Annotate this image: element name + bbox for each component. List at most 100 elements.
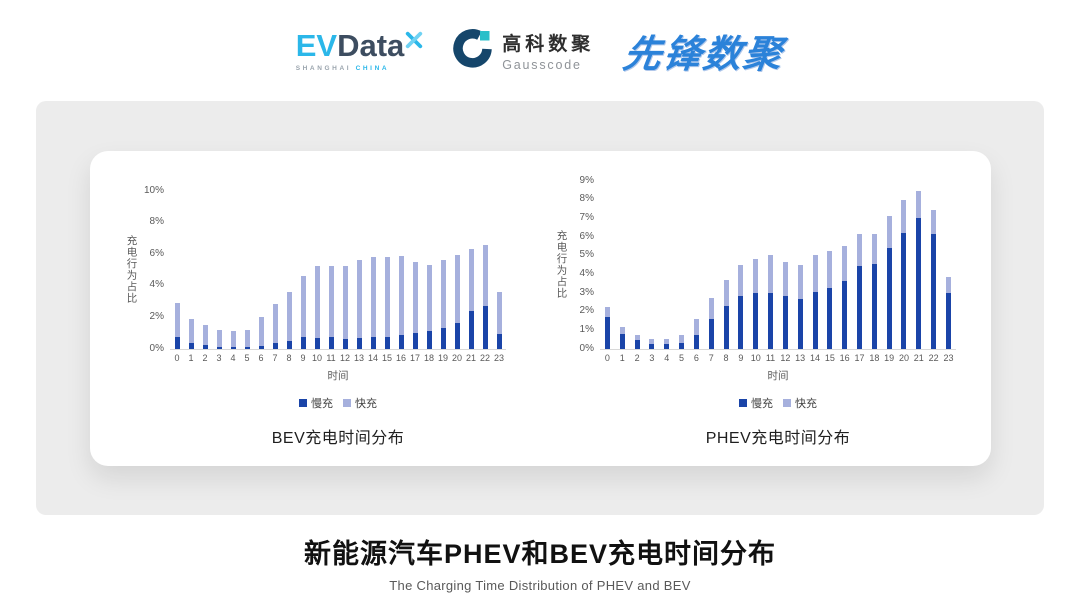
- gausscode-text: 高科数聚 Gausscode: [502, 29, 594, 72]
- bar-stack: [482, 245, 488, 349]
- bar-hour-13: [352, 191, 366, 349]
- y-tick-label: 7%: [579, 211, 594, 223]
- x-tick-label: 15: [824, 352, 835, 363]
- x-tick-label: 9: [738, 352, 744, 363]
- y-tick-label: 8%: [579, 193, 594, 205]
- bar-hour-5: [240, 191, 254, 349]
- bar-hour-7: [268, 191, 282, 349]
- bar-stack: [856, 233, 862, 349]
- slow-charge-segment: [856, 266, 862, 349]
- fast-charge-segment: [412, 262, 418, 333]
- x-tick-label: 21: [913, 352, 924, 363]
- bar-stack: [738, 264, 744, 349]
- y-tick-label: 6%: [579, 230, 594, 242]
- evdata-sub-china: CHINA: [355, 64, 390, 72]
- x-tick-label: 14: [810, 352, 821, 363]
- slow-charge-segment: [797, 299, 803, 349]
- fast-charge-segment: [768, 255, 774, 293]
- bar-stack: [945, 276, 951, 349]
- evdata-subtitle: SHANGHAI CHINA: [296, 65, 389, 72]
- bar-stack: [286, 291, 292, 349]
- x-tick-label: 10: [750, 352, 761, 363]
- bars-area: [600, 181, 956, 350]
- slow-charge-segment: [398, 335, 404, 349]
- legend: 慢充 快充: [170, 395, 506, 411]
- bar-hour-14: [808, 181, 823, 349]
- slow-legend-swatch-icon: [299, 398, 307, 407]
- fast-charge-segment: [482, 245, 488, 306]
- fast-charge-segment: [440, 260, 446, 328]
- bar-hour-0: [170, 191, 184, 349]
- bar-stack: [412, 262, 418, 349]
- fast-charge-segment: [384, 256, 390, 338]
- slow-charge-segment: [202, 345, 208, 349]
- x-tick-label: 2: [634, 352, 640, 363]
- x-tick-label: 9: [300, 352, 306, 363]
- x-tick-label: 13: [353, 352, 364, 363]
- fast-charge-segment: [931, 210, 937, 234]
- bar-hour-15: [380, 191, 394, 349]
- fast-charge-segment: [604, 307, 610, 317]
- slow-charge-segment: [412, 332, 418, 349]
- x-tick-label: 5: [679, 352, 685, 363]
- bar-hour-13: [793, 181, 808, 349]
- slow-charge-segment: [931, 233, 937, 349]
- fast-charge-segment: [258, 316, 264, 347]
- fast-charge-segment: [693, 318, 699, 336]
- slow-charge-segment: [738, 296, 744, 349]
- bar-hour-10: [748, 181, 763, 349]
- bar-stack: [244, 329, 250, 349]
- bar-stack: [797, 264, 803, 349]
- bar-hour-8: [719, 181, 734, 349]
- x-tick-label: 23: [943, 352, 954, 363]
- legend-label: 快充: [795, 397, 817, 410]
- bar-stack: [188, 318, 194, 349]
- x-tick-label: 23: [493, 352, 504, 363]
- bar-stack: [782, 261, 788, 349]
- y-tick-label: 5%: [579, 249, 594, 261]
- bar-hour-22: [478, 191, 492, 349]
- bar-hour-3: [644, 181, 659, 349]
- bar-stack: [454, 255, 460, 349]
- x-axis-labels: 0 1 2 3 4 5 6 7 8 9 10 11 12 13 14 15 16 17 18 19 20 21 22 23: [600, 353, 956, 363]
- slow-charge-segment: [753, 292, 759, 349]
- fast-charge-segment: [634, 334, 640, 341]
- legend-label: 慢充: [751, 397, 773, 410]
- x-tick-label: 5: [244, 352, 250, 363]
- bar-stack: [440, 260, 446, 349]
- bar-stack: [842, 245, 848, 349]
- slow-charge-segment: [604, 316, 610, 349]
- plot-area: 充电行为占比 0% 2% 4% 6% 8% 10% 0 1 2 3 4 5 6 7 8 9 10 11 12 13 14 1…: [124, 185, 506, 383]
- bar-stack: [649, 339, 655, 349]
- x-tick-label: 7: [272, 352, 278, 363]
- evdata-data-text: Data: [337, 27, 405, 63]
- bar-hour-12: [778, 181, 793, 349]
- bar-stack: [753, 258, 759, 349]
- fast-charge-segment: [356, 260, 362, 339]
- bar-hour-11: [763, 181, 778, 349]
- y-tick-label: 1%: [579, 323, 594, 335]
- bar-stack: [871, 233, 877, 349]
- bar-hour-1: [615, 181, 630, 349]
- slow-charge-segment: [258, 346, 264, 349]
- x-axis-title: 时间: [327, 369, 349, 382]
- legend-item-slow: 慢充: [739, 395, 773, 411]
- bar-hour-16: [394, 191, 408, 349]
- slow-charge-segment: [440, 327, 446, 349]
- bar-hour-12: [338, 191, 352, 349]
- bar-stack: [258, 316, 264, 349]
- slow-charge-segment: [634, 340, 640, 349]
- fast-charge-segment: [679, 335, 685, 343]
- fast-charge-segment: [842, 245, 848, 282]
- bar-hour-19: [436, 191, 450, 349]
- slow-charge-segment: [827, 287, 833, 349]
- bar-hour-2: [198, 191, 212, 349]
- bar-hour-4: [226, 191, 240, 349]
- bar-hour-10: [310, 191, 324, 349]
- legend-item-fast: 快充: [783, 395, 817, 411]
- x-tick-label: 12: [780, 352, 791, 363]
- x-tick-label: 14: [367, 352, 378, 363]
- gausscode-en-text: Gausscode: [502, 58, 582, 72]
- fast-charge-segment: [300, 275, 306, 338]
- slow-charge-segment: [679, 342, 685, 349]
